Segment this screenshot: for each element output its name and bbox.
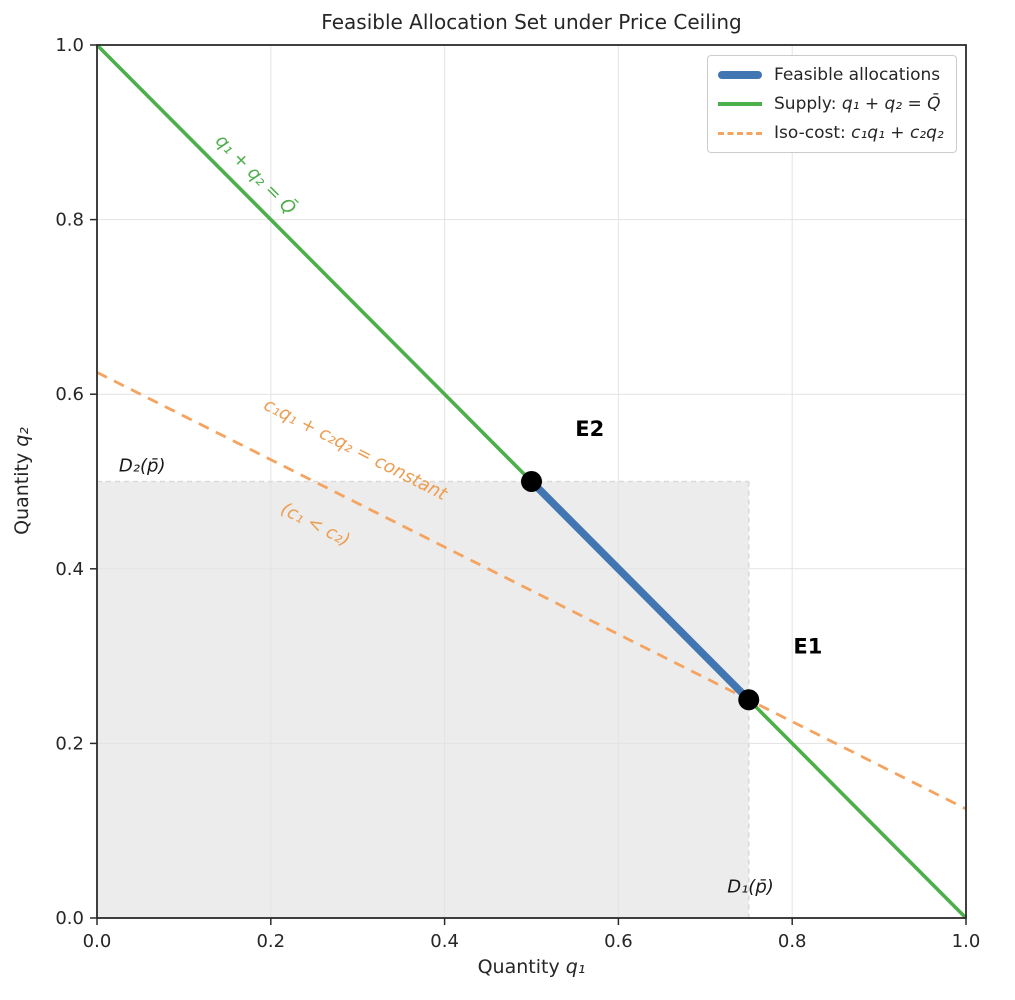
- y-axis-label-text: Quantity: [11, 446, 33, 535]
- series-iso-cost-line: [96, 371, 967, 811]
- axes-spines: [96, 44, 967, 919]
- y-tick-label: 0.2: [55, 733, 84, 754]
- legend-line-sample-feasible-allocations: [718, 71, 762, 79]
- legend-label-iso-cost: Iso-cost: c₁q₁ + c₂q₂: [774, 123, 944, 143]
- y-tick-label: 1.0: [55, 35, 84, 56]
- legend-label-feasible-allocations: Feasible allocations: [774, 65, 940, 85]
- point-label-E2: E2: [575, 417, 604, 441]
- x-tick-label: 0.8: [778, 931, 807, 952]
- chart-title: Feasible Allocation Set under Price Ceil…: [321, 10, 742, 34]
- x-tick-label: 0.0: [83, 931, 112, 952]
- y-axis-label-math: q₂: [11, 427, 33, 447]
- x-axis-label-text: Quantity: [477, 956, 566, 978]
- point-E1: [738, 689, 760, 711]
- y-tick-label: 0.0: [55, 908, 84, 929]
- annotation-d2-demand-label: D₂(p̄): [119, 456, 166, 477]
- x-tick-label: 0.6: [604, 931, 633, 952]
- legend-label-supply: Supply: q₁ + q₂ = Q̄: [774, 94, 941, 114]
- legend-label-text: Supply:: [774, 94, 842, 114]
- legend-label-math: c₁q₁ + c₂q₂: [851, 123, 944, 143]
- point-label-E1: E1: [793, 634, 822, 658]
- legend-line-sample-supply: [718, 102, 762, 106]
- point-E2: [521, 471, 542, 492]
- y-tick-label: 0.8: [55, 210, 84, 231]
- x-tick-label: 0.2: [256, 931, 285, 952]
- annotation-d1-demand-label: D₁(p̄): [727, 876, 774, 897]
- legend-label-math: q₁ + q₂ = Q̄: [841, 94, 941, 114]
- legend-item-iso-cost: Iso-cost: c₁q₁ + c₂q₂: [718, 123, 944, 143]
- legend-item-supply: Supply: q₁ + q₂ = Q̄: [718, 94, 944, 114]
- legend: Feasible allocations Supply: q₁ + q₂ = Q̄…: [707, 55, 957, 153]
- x-axis-label: Quantity q₁: [97, 956, 966, 978]
- y-tick-label: 0.6: [55, 384, 84, 405]
- x-tick-label: 0.4: [430, 931, 459, 952]
- y-axis-label: Quantity q₂: [11, 427, 33, 535]
- x-tick-label: 1.0: [952, 931, 981, 952]
- legend-line-sample-iso-cost: [718, 131, 762, 135]
- shaded-region-price-ceiling-demand-box: [97, 481, 749, 918]
- series-feasible-allocations: [527, 477, 753, 704]
- legend-item-feasible-allocations: Feasible allocations: [718, 65, 944, 85]
- x-axis-label-math: q₁: [565, 956, 586, 978]
- y-tick-label: 0.4: [55, 559, 84, 580]
- legend-label-text: Iso-cost:: [774, 123, 852, 143]
- legend-label-text: Feasible allocations: [774, 65, 941, 85]
